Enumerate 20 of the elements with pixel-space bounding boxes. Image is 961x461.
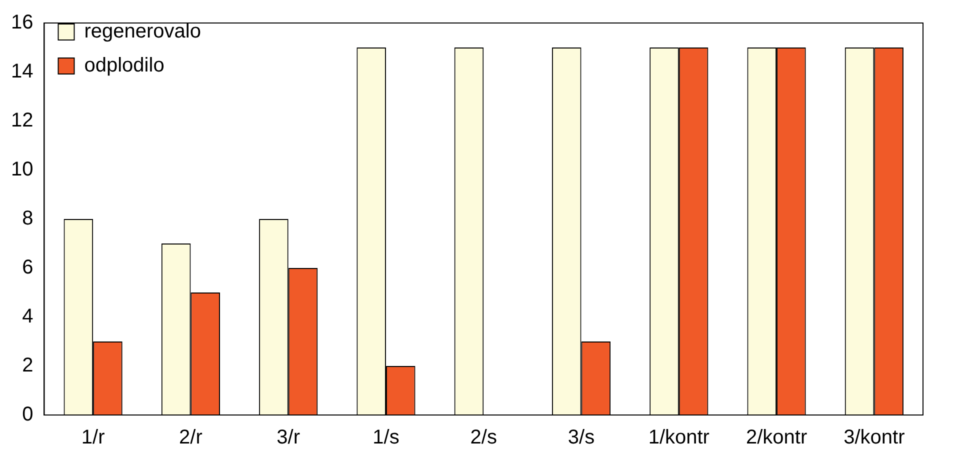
y-tick-label: 0 xyxy=(22,404,34,426)
legend-label: regenerovalo xyxy=(84,20,201,43)
x-tick-label: 3/s xyxy=(568,426,595,449)
x-tick-label: 1/kontr xyxy=(648,426,710,449)
y-tick-label: 4 xyxy=(22,306,34,328)
x-tick-label: 1/r xyxy=(81,426,106,449)
x-tick-label: 2/s xyxy=(470,426,497,449)
x-tick-label: 1/s xyxy=(372,426,400,449)
x-tick-label: 3/kontr xyxy=(844,426,906,449)
x-tick-label: 2/kontr xyxy=(746,426,808,449)
y-tick-label: 8 xyxy=(22,208,34,230)
legend-label: odplodilo xyxy=(84,54,164,77)
y-tick-label: 2 xyxy=(22,354,34,377)
y-tick-label: 10 xyxy=(10,158,34,181)
y-tick-label: 12 xyxy=(10,110,34,132)
y-tick-label: 16 xyxy=(10,12,34,34)
y-tick-label: 6 xyxy=(22,256,34,279)
x-tick-label: 2/r xyxy=(179,426,203,449)
y-tick-label: 14 xyxy=(10,60,34,83)
x-tick-label: 3/r xyxy=(276,426,300,449)
